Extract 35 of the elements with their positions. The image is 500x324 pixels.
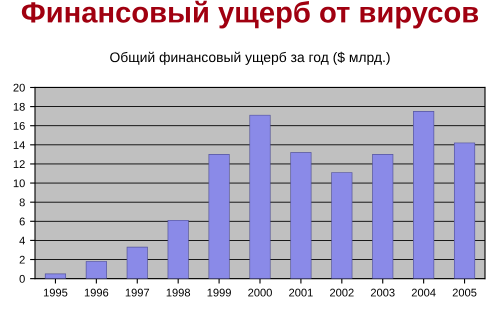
x-tick-label: 1997 — [126, 288, 150, 297]
y-tick-label: 12 — [14, 160, 25, 168]
bar — [86, 261, 107, 279]
bar — [168, 220, 189, 279]
bar — [208, 154, 230, 279]
y-tick-label: 8 — [20, 198, 25, 206]
y-tick-label: 18 — [14, 102, 25, 111]
y-tick-label: 6 — [20, 218, 25, 226]
bar — [290, 152, 312, 279]
x-tick-label: 2000 — [248, 288, 272, 297]
x-tick-label: 2004 — [412, 288, 436, 297]
bar — [372, 154, 394, 279]
y-tick-label: 16 — [14, 122, 25, 130]
y-tick-label: 20 — [13, 84, 25, 92]
y-tick-label: 4 — [19, 236, 25, 244]
x-tick-label: 1995 — [44, 288, 68, 297]
bar — [44, 274, 66, 279]
x-tick-label: 2005 — [452, 288, 476, 297]
x-tick-label: 2003 — [370, 288, 395, 297]
y-tick-label: 10 — [14, 179, 25, 188]
bar — [454, 142, 476, 279]
x-tick-label: 1998 — [166, 288, 190, 297]
bar — [126, 246, 148, 279]
chart-title: Финансовый ущерб от вирусов — [22, 0, 478, 28]
bar — [331, 172, 352, 279]
x-tick-label: 1996 — [84, 288, 108, 297]
y-tick-label: 14 — [14, 141, 25, 149]
x-tick-label: 1999 — [208, 288, 231, 297]
x-tick-label: 2001 — [289, 288, 313, 297]
y-tick-label: 0 — [20, 274, 25, 283]
y-tick-label: 2 — [20, 256, 25, 264]
bar — [249, 114, 271, 279]
bar — [413, 111, 434, 279]
x-tick-label: 2002 — [330, 288, 354, 297]
chart-subtitle: Общий финансовый ущерб за год ($ млрд.) — [110, 52, 390, 65]
